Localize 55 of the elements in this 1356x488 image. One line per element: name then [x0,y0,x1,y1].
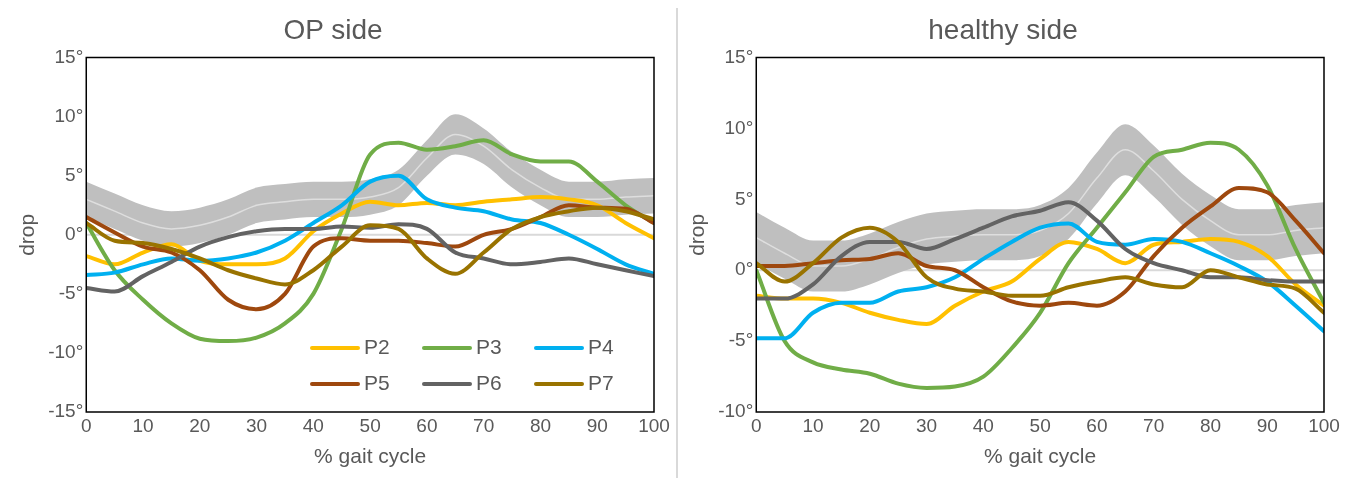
line-series [86,133,654,230]
x-tick-label: 100 [638,414,670,436]
x-tick-label: 50 [359,414,381,436]
x-tick-label: 50 [1029,414,1051,436]
x-tick-label: 0 [80,414,92,436]
y-axis-title: drop [15,213,39,256]
x-tick-label: 90 [586,414,608,436]
x-axis-title: % gait cycle [984,444,1097,468]
y-tick-label: 5° [65,163,84,185]
y-axis-title: drop [685,213,709,256]
legend-label: P7 [588,370,614,394]
y-tick-label: 10° [54,104,84,126]
x-tick-label: 20 [859,414,881,436]
x-tick-label: 70 [1143,414,1165,436]
line-series [86,173,654,277]
x-tick-label: 80 [1199,414,1222,436]
x-tick-label: 40 [972,414,994,436]
y-tick-label: 0° [735,258,754,280]
y-tick-label: -5° [728,329,754,351]
x-tick-label: 0 [750,414,762,436]
x-tick-label: 70 [473,414,495,436]
line-series [756,221,1324,341]
x-tick-label: 10 [802,414,824,436]
line-series [756,186,1324,308]
x-tick-label: 100 [1308,414,1340,436]
line-series [86,222,654,294]
y-tick-label: 15° [54,45,84,67]
x-tick-label: 40 [302,414,324,436]
x-tick-label: 80 [529,414,552,436]
x-tick-label: 60 [1086,414,1108,436]
chart-title: healthy side [928,13,1078,45]
y-tick-label: 15° [724,45,754,67]
legend-label: P3 [476,334,502,358]
x-tick-label: 20 [189,414,211,436]
legend-label: P2 [364,334,390,358]
x-tick-label: 60 [416,414,438,436]
line-series [86,205,654,287]
legend-label: P6 [476,370,502,394]
y-tick-label: 0° [65,223,84,245]
legend-label: P5 [364,370,390,394]
line-series [756,148,1324,267]
line-series [756,200,1324,301]
x-tick-label: 10 [132,414,154,436]
y-tick-label: 10° [724,116,754,138]
y-tick-label: -5° [58,282,84,304]
x-tick-label: 30 [916,414,938,436]
x-axis-title: % gait cycle [314,444,427,468]
chart-title: OP side [283,13,383,45]
y-tick-label: 5° [735,187,754,209]
x-tick-label: 30 [246,414,268,436]
y-tick-label: -10° [48,341,84,363]
line-series [756,140,1324,390]
legend-label: P4 [588,334,615,358]
x-tick-label: 90 [1256,414,1278,436]
line-series [756,225,1324,315]
